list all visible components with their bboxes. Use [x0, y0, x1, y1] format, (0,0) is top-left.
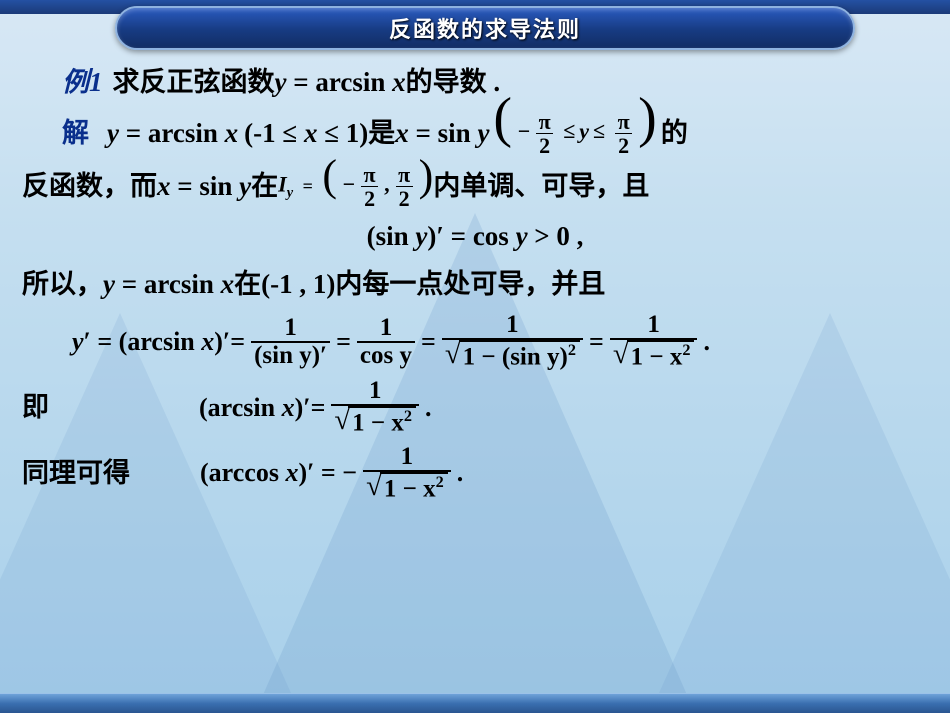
- r1-dot: .: [425, 388, 432, 428]
- f4-num: 1: [644, 312, 663, 338]
- sol4-pre: 所以，: [22, 264, 103, 306]
- r2-dot: .: [457, 453, 464, 493]
- sol4-tail: 内每一点处可导，并且: [335, 264, 605, 306]
- f1-num: 1: [281, 315, 300, 341]
- chain-lhs: y′ = (arcsin x)′=: [72, 322, 245, 362]
- f4-exp: 2: [682, 341, 690, 359]
- sol1-domain: (-1 ≤ x ≤ 1): [244, 113, 368, 155]
- sol4-mid: 在: [234, 264, 261, 306]
- chain-dot: .: [703, 322, 710, 362]
- I-symbol: I: [278, 172, 287, 197]
- bottom-bar: [0, 693, 950, 713]
- f3-num: 1: [503, 312, 522, 338]
- solution-label: 解: [62, 113, 89, 155]
- r1-num: 1: [366, 378, 385, 404]
- chain-frac-2: 1 cos y: [357, 315, 415, 370]
- sol1-eq1: y = arcsin x: [107, 113, 238, 155]
- result2-eq: (arccos x)′ = − 1 √1 − x2 .: [200, 444, 463, 504]
- range-upper-num: π: [615, 110, 633, 133]
- sol4-eq: y = arcsin x: [103, 264, 234, 306]
- sol2-pre: 反函数，而: [22, 166, 157, 208]
- result1-eq: (arcsin x)′= 1 √1 − x2 .: [199, 378, 432, 438]
- chain-frac-4: 1 √1 − x2: [610, 312, 698, 372]
- solution-line-4: 所以， y = arcsin x 在 (-1 , 1) 内每一点处可导，并且: [22, 264, 928, 306]
- I-sub: y: [287, 185, 293, 201]
- range-upper-den: 2: [615, 133, 632, 157]
- sol1-mid: 是: [368, 113, 395, 155]
- sol2-mid: 在: [251, 166, 278, 208]
- f3-exp: 2: [568, 341, 576, 359]
- r2-num: 1: [398, 444, 417, 470]
- example-math: y = arcsin x: [275, 62, 406, 104]
- solution-line-1: 解 y = arcsin x (-1 ≤ x ≤ 1) 是 x = sin y …: [22, 110, 928, 157]
- range-lower-num: π: [536, 110, 554, 133]
- example-line: 例1 求反正弦函数 y = arcsin x 的导数 .: [22, 62, 928, 104]
- solution-line-3: (sin y)′ = cos y > 0 ,: [22, 216, 928, 258]
- r2-exp: 2: [436, 473, 444, 491]
- slide-content: 例1 求反正弦函数 y = arcsin x 的导数 . 解 y = arcsi…: [0, 14, 950, 519]
- example-text-after: 的导数 .: [406, 62, 501, 104]
- int-upper-den: 2: [396, 186, 413, 210]
- chain-frac-1: 1 (sin y)′: [251, 315, 330, 370]
- chain-frac-3: 1 √1 − (sin y)2: [442, 312, 583, 372]
- range-lower-den: 2: [536, 133, 553, 157]
- sol1-range: ( − π2 ≤y≤ π2 ): [493, 110, 656, 157]
- r1-exp: 2: [404, 407, 412, 425]
- sol4-interval: (-1 , 1): [261, 264, 335, 306]
- sol3-eq: (sin y)′ = cos y > 0 ,: [367, 216, 584, 258]
- sol2-tail: 内单调、可导，且: [433, 166, 649, 208]
- sol1-eq2: x = sin y: [395, 113, 489, 155]
- int-upper-num: π: [395, 163, 413, 186]
- result-line-2: 同理可得 (arccos x)′ = − 1 √1 − x2 .: [22, 444, 928, 504]
- sol2-eq: x = sin y: [157, 166, 251, 208]
- int-lower-num: π: [361, 163, 379, 186]
- slide-title: 反函数的求导法则: [389, 12, 581, 44]
- result2-label: 同理可得: [22, 453, 130, 495]
- slide-title-pill: 反函数的求导法则: [115, 6, 855, 50]
- sol2-interval: Iy = ( − π2 , π2 ): [278, 163, 433, 210]
- f2-num: 1: [377, 315, 396, 341]
- example-label: 例1: [62, 62, 103, 104]
- sol1-tail: 的: [661, 113, 688, 155]
- example-text-before: 求反正弦函数: [113, 62, 275, 104]
- result-line-1: 即 (arcsin x)′= 1 √1 − x2 .: [22, 378, 928, 438]
- result1-label: 即: [22, 387, 49, 429]
- solution-line-2: 反函数，而 x = sin y 在 Iy = ( − π2 , π2 ) 内单调…: [22, 163, 928, 210]
- int-lower-den: 2: [361, 186, 378, 210]
- derivation-chain: y′ = (arcsin x)′= 1 (sin y)′ = 1 cos y =…: [22, 312, 928, 372]
